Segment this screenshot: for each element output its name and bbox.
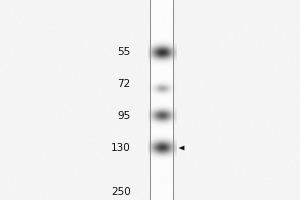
Text: 95: 95: [117, 111, 130, 121]
Text: 250: 250: [111, 187, 130, 197]
Text: 130: 130: [111, 143, 130, 153]
Polygon shape: [178, 146, 184, 150]
Text: 55: 55: [117, 47, 130, 57]
Text: 72: 72: [117, 79, 130, 89]
